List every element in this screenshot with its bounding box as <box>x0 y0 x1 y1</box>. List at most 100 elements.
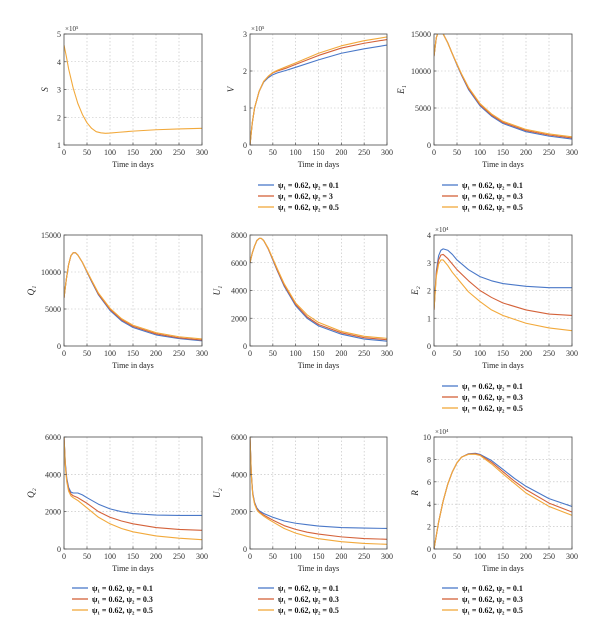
axis-multiplier: ×10⁵ <box>251 25 265 33</box>
y-tick-label: 3 <box>243 30 247 39</box>
panel-2: 0 50 100 150 200 250 300 0 1 2 3 Time in days V ×10⁵ ψ… <box>226 25 393 212</box>
x-tick-label: 250 <box>173 552 185 561</box>
series-line-1 <box>64 44 202 134</box>
panel-9: 0 50 100 150 200 250 300 0 2 4 6 8 10 Time in days R ×1… <box>410 428 578 615</box>
series-line-3 <box>250 36 387 145</box>
x-tick-label: 100 <box>290 349 302 358</box>
x-tick-label: 250 <box>173 148 185 157</box>
x-axis-label: Time in days <box>112 160 154 169</box>
x-tick-label: 200 <box>150 349 162 358</box>
legend-label-3: ψ₁ = 0.62, ψ₂ = 0.5 <box>462 203 523 212</box>
y-tick-label: 4000 <box>231 470 247 479</box>
x-tick-label: 0 <box>62 148 66 157</box>
y-tick-label: 2000 <box>231 314 247 323</box>
series-group <box>64 252 202 342</box>
y-tick-label: 0 <box>57 342 61 351</box>
x-tick-label: 50 <box>269 349 277 358</box>
y-tick-label: 1 <box>243 104 247 113</box>
y-axis-label: Q₂ <box>26 488 36 498</box>
x-tick-label: 150 <box>497 148 509 157</box>
x-tick-label: 250 <box>358 148 370 157</box>
y-tick-label: 2 <box>427 523 431 532</box>
x-tick-label: 100 <box>474 349 486 358</box>
series-group <box>64 437 202 541</box>
x-tick-label: 100 <box>104 552 116 561</box>
series-line-3 <box>250 437 387 545</box>
plot-frame <box>249 33 388 146</box>
y-tick-label: 4000 <box>45 470 61 479</box>
x-tick-label: 0 <box>62 349 66 358</box>
series-group <box>250 237 387 342</box>
x-tick-label: 50 <box>453 148 461 157</box>
panel-1: 0 50 100 150 200 250 300 1 2 3 4 5 Time in days S ×10⁵ <box>40 25 208 169</box>
x-tick-label: 250 <box>543 148 555 157</box>
y-tick-label: 1 <box>57 141 61 150</box>
series-line-3 <box>434 453 572 549</box>
y-tick-label: 2 <box>243 67 247 76</box>
legend-label-1: ψ₁ = 0.62, ψ₂ = 0.1 <box>462 382 523 391</box>
y-tick-label: 15000 <box>41 231 61 240</box>
x-tick-label: 50 <box>83 552 91 561</box>
x-tick-label: 100 <box>290 552 302 561</box>
legend-label-2: ψ₁ = 0.62, ψ₂ = 0.3 <box>278 595 339 604</box>
x-tick-label: 0 <box>248 148 252 157</box>
x-tick-label: 50 <box>269 552 277 561</box>
y-tick-label: 6000 <box>231 259 247 268</box>
panel-5: 0 50 100 150 200 250 300 0 2000 4000 6000 8000 Time … <box>212 231 393 370</box>
x-tick-label: 150 <box>127 349 139 358</box>
panel-8: 0 50 100 150 200 250 300 0 2000 4000 6000 Time in d… <box>212 433 393 615</box>
x-tick-label: 0 <box>432 148 436 157</box>
x-tick-label: 300 <box>381 552 393 561</box>
legend-label-1: ψ₁ = 0.62, ψ₂ = 0.1 <box>278 181 339 190</box>
y-tick-label: 8000 <box>231 231 247 240</box>
panel-3: 0 50 100 150 200 250 300 0 5000 10000 15000 Time in… <box>396 30 578 212</box>
legend: ψ₁ = 0.62, ψ₂ = 0.1 ψ₁ = 0.62, ψ₂ = 3 ψ₁ =… <box>258 181 339 212</box>
x-axis-label: Time in days <box>298 361 340 370</box>
plot-frame <box>433 33 573 146</box>
y-axis-label: E₁ <box>396 85 406 95</box>
y-tick-label: 3 <box>57 86 61 95</box>
axis-multiplier: ×10⁵ <box>65 25 79 33</box>
series-group <box>250 437 387 545</box>
x-tick-label: 100 <box>104 148 116 157</box>
x-tick-label: 200 <box>335 148 347 157</box>
legend: ψ₁ = 0.62, ψ₂ = 0.1 ψ₁ = 0.62, ψ₂ = 0.3 ψ₁… <box>442 181 523 212</box>
x-tick-label: 100 <box>474 148 486 157</box>
x-tick-label: 50 <box>269 148 277 157</box>
x-tick-label: 100 <box>474 552 486 561</box>
x-tick-label: 100 <box>104 349 116 358</box>
series-group <box>64 44 202 134</box>
y-tick-label: 10 <box>423 433 431 442</box>
y-axis-label: Q₁ <box>26 286 36 296</box>
series-line-3 <box>64 252 202 340</box>
y-tick-label: 6 <box>427 478 431 487</box>
x-tick-label: 200 <box>150 552 162 561</box>
x-tick-label: 250 <box>543 349 555 358</box>
y-tick-label: 0 <box>427 141 431 150</box>
x-tick-label: 300 <box>381 349 393 358</box>
x-tick-label: 200 <box>520 148 532 157</box>
x-tick-label: 100 <box>290 148 302 157</box>
x-axis-label: Time in days <box>482 564 524 573</box>
y-axis-label: V <box>226 85 236 92</box>
x-tick-label: 300 <box>196 349 208 358</box>
axis-multiplier: ×10⁴ <box>435 428 449 436</box>
y-axis-label: U₂ <box>212 488 222 498</box>
plot-frame <box>433 234 573 347</box>
y-tick-label: 4 <box>427 500 431 509</box>
legend: ψ₁ = 0.62, ψ₂ = 0.1 ψ₁ = 0.62, ψ₂ = 0.3 ψ₁… <box>72 584 153 615</box>
legend-label-2: ψ₁ = 0.62, ψ₂ = 0.3 <box>462 595 523 604</box>
x-axis-label: Time in days <box>482 160 524 169</box>
legend-label-1: ψ₁ = 0.62, ψ₂ = 0.1 <box>462 181 523 190</box>
x-tick-label: 250 <box>543 552 555 561</box>
x-tick-label: 0 <box>432 552 436 561</box>
legend-label-3: ψ₁ = 0.62, ψ₂ = 0.5 <box>462 606 523 615</box>
x-axis-label: Time in days <box>112 361 154 370</box>
legend-label-2: ψ₁ = 0.62, ψ₂ = 0.3 <box>92 595 153 604</box>
series-line-1 <box>250 44 387 145</box>
legend-label-3: ψ₁ = 0.62, ψ₂ = 0.5 <box>278 606 339 615</box>
y-tick-label: 0 <box>427 342 431 351</box>
legend: ψ₁ = 0.62, ψ₂ = 0.1 ψ₁ = 0.62, ψ₂ = 0.3 ψ₁… <box>442 382 523 413</box>
legend-label-1: ψ₁ = 0.62, ψ₂ = 0.1 <box>278 584 339 593</box>
